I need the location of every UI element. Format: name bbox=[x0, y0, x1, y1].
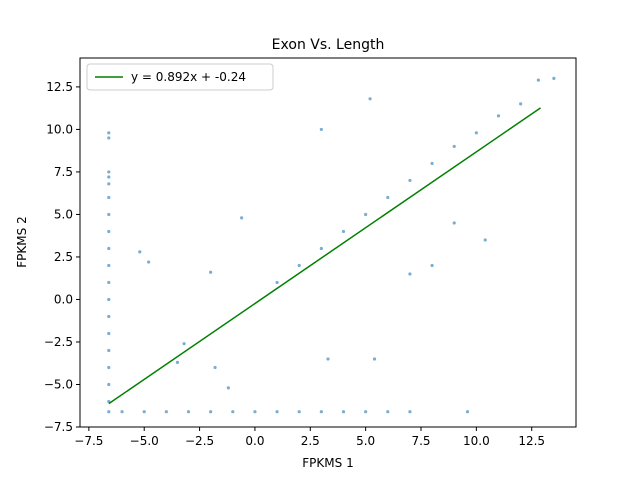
x-tick-label: −5.0 bbox=[130, 434, 159, 448]
scatter-point bbox=[164, 410, 168, 414]
scatter-point bbox=[372, 357, 377, 361]
scatter-point bbox=[319, 127, 323, 132]
y-axis-ticks: −7.5 −5.0 −2.5 0.0 2.5 5.0 7.5 10.0 12.5 bbox=[44, 80, 80, 434]
scatter-point bbox=[107, 280, 111, 285]
scatter-point bbox=[107, 314, 111, 319]
scatter-point bbox=[552, 76, 556, 81]
plot-frame bbox=[79, 57, 577, 428]
scatter-point bbox=[107, 212, 111, 217]
scatter-point bbox=[120, 410, 124, 414]
x-tick-label: 10.0 bbox=[463, 434, 490, 448]
scatter-point bbox=[253, 410, 257, 414]
legend-label: y = 0.892x + -0.24 bbox=[131, 70, 246, 84]
x-tick-label: 7.5 bbox=[411, 434, 430, 448]
x-axis-ticks: −7.5 −5.0 −2.5 0.0 2.5 5.0 7.5 10.0 12.5 bbox=[74, 427, 545, 448]
x-tick-label: −2.5 bbox=[185, 434, 214, 448]
scatter-point bbox=[452, 144, 456, 149]
y-tick-label: 2.5 bbox=[54, 250, 73, 264]
scatter-point bbox=[175, 360, 180, 364]
scatter-point bbox=[107, 182, 111, 186]
x-tick-label: −7.5 bbox=[74, 434, 103, 448]
scatter-point bbox=[107, 331, 111, 336]
scatter-point bbox=[465, 410, 470, 414]
scatter-point bbox=[275, 410, 279, 414]
regression-line-layer bbox=[108, 107, 541, 405]
scatter-point bbox=[319, 410, 323, 414]
y-tick-label: 10.0 bbox=[46, 122, 73, 136]
scatter-point bbox=[107, 131, 111, 135]
y-tick-label: 0.0 bbox=[54, 292, 73, 306]
scatter-point bbox=[226, 386, 230, 390]
scatter-point bbox=[209, 270, 213, 274]
scatter-point bbox=[107, 170, 111, 174]
y-tick-label: −7.5 bbox=[44, 420, 73, 434]
scatter-point bbox=[209, 410, 213, 414]
scatter-point bbox=[275, 280, 279, 285]
y-axis-label: FPKMS 2 bbox=[15, 216, 29, 267]
scatter-point bbox=[107, 410, 111, 414]
x-tick-label: 0.0 bbox=[245, 434, 264, 448]
y-tick-label: 7.5 bbox=[54, 165, 73, 179]
scatter-point bbox=[138, 250, 142, 254]
scatter-point bbox=[107, 263, 111, 268]
scatter-point bbox=[364, 212, 368, 217]
y-tick-label: −5.0 bbox=[44, 377, 73, 391]
chart-title: Exon Vs. Length bbox=[272, 37, 385, 53]
regression-line bbox=[108, 107, 541, 405]
scatter-point bbox=[319, 246, 323, 251]
legend-box bbox=[86, 63, 274, 91]
x-tick-label: 5.0 bbox=[356, 434, 375, 448]
x-axis-label: FPKMS 1 bbox=[302, 456, 353, 470]
scatter-point bbox=[386, 195, 390, 200]
scatter-point bbox=[107, 297, 111, 302]
scatter-points bbox=[107, 76, 556, 414]
scatter-point bbox=[496, 114, 501, 118]
x-tick-label: 12.5 bbox=[518, 434, 545, 448]
scatter-point bbox=[186, 410, 191, 414]
scatter-point bbox=[430, 161, 434, 166]
scatter-point bbox=[107, 365, 111, 370]
scatter-point bbox=[107, 348, 111, 353]
scatter-point bbox=[213, 365, 217, 370]
x-tick-label: 2.5 bbox=[301, 434, 320, 448]
scatter-point bbox=[519, 102, 523, 106]
scatter-point bbox=[297, 263, 301, 268]
scatter-point bbox=[326, 357, 330, 361]
scatter-point bbox=[341, 229, 346, 234]
scatter-point bbox=[107, 136, 111, 140]
scatter-point bbox=[408, 178, 412, 183]
scatter-point bbox=[536, 78, 540, 82]
scatter-point bbox=[368, 97, 372, 101]
scatter-point bbox=[107, 195, 111, 200]
y-tick-label: 12.5 bbox=[46, 80, 73, 94]
y-tick-label: −2.5 bbox=[44, 335, 73, 349]
scatter-point bbox=[483, 238, 487, 242]
scatter-point bbox=[240, 216, 244, 220]
scatter-point bbox=[430, 263, 434, 268]
scatter-point bbox=[107, 229, 111, 234]
scatter-point bbox=[341, 410, 346, 414]
legend: y = 0.892x + -0.24 bbox=[86, 63, 274, 91]
scatter-point bbox=[386, 410, 390, 414]
scatter-point bbox=[452, 221, 456, 225]
y-tick-label: 5.0 bbox=[54, 207, 73, 221]
scatter-point bbox=[231, 410, 235, 414]
scatter-point bbox=[408, 410, 412, 414]
scatter-point bbox=[107, 382, 111, 387]
scatter-point bbox=[474, 131, 478, 135]
scatter-point bbox=[297, 410, 301, 414]
scatter-point bbox=[107, 175, 111, 179]
scatter-point bbox=[182, 342, 186, 346]
scatter-point bbox=[142, 410, 146, 414]
scatter-point bbox=[147, 260, 151, 264]
scatter-point bbox=[364, 410, 368, 414]
scatter-point bbox=[408, 272, 412, 276]
scatter-point bbox=[107, 246, 111, 251]
